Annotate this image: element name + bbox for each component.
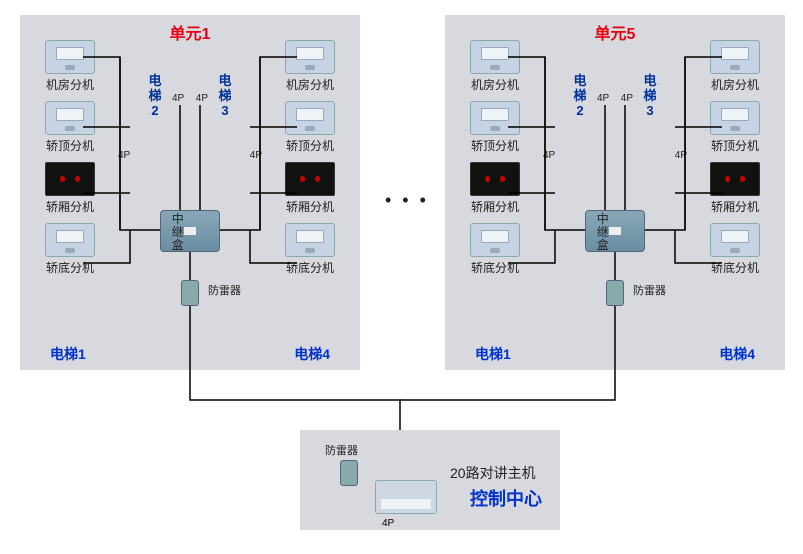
car-ext-device (45, 162, 95, 196)
4p-label: 4P (621, 93, 633, 104)
4p-label: 4P (118, 150, 130, 161)
intercom-device (470, 40, 520, 74)
arrester-device (606, 280, 624, 306)
car-ext-label: 轿厢分机 (695, 198, 775, 215)
4p-label: 4P (543, 150, 555, 161)
unit-1-panel: 单元1 机房分机 轿顶分机 轿厢分机 轿底分机 机房分机 轿顶分机 轿厢分机 轿… (20, 15, 360, 370)
intercom-device (45, 223, 95, 257)
4p-label: 4P (382, 518, 394, 529)
4p-label: 4P (675, 150, 687, 161)
bot-ext-label: 轿底分机 (270, 259, 350, 276)
arrester-label: 防雷器 (325, 442, 358, 458)
intercom-device (45, 101, 95, 135)
room-ext-label: 机房分机 (455, 76, 535, 93)
top-ext-label: 轿顶分机 (270, 137, 350, 154)
intercom-device (710, 223, 760, 257)
intercom-device (470, 223, 520, 257)
unit1-elevator1-column: 机房分机 轿顶分机 轿厢分机 轿底分机 (30, 40, 110, 284)
host-line2: 控制中心 (470, 485, 542, 511)
relay-box-label: 中 继 盒 (597, 213, 611, 252)
intercom-device (285, 101, 335, 135)
relay-box-device (160, 210, 220, 252)
bot-ext-label: 轿底分机 (695, 259, 775, 276)
elevator-4-tag: 电梯4 (719, 344, 755, 364)
arrester-label: 防雷器 (633, 282, 666, 298)
4p-label: 4P (597, 93, 609, 104)
intercom-device (285, 223, 335, 257)
intercom-device (710, 40, 760, 74)
intercom-device (285, 40, 335, 74)
room-ext-label: 机房分机 (695, 76, 775, 93)
unit1-elevator4-column: 机房分机 轿顶分机 轿厢分机 轿底分机 (270, 40, 350, 284)
elevator-4-tag: 电梯4 (294, 344, 330, 364)
arrester-device (340, 460, 358, 486)
4p-label: 4P (172, 93, 184, 104)
elevator-1-tag: 电梯1 (50, 344, 86, 364)
room-ext-label: 机房分机 (30, 76, 110, 93)
car-ext-label: 轿厢分机 (270, 198, 350, 215)
room-ext-label: 机房分机 (270, 76, 350, 93)
car-ext-label: 轿厢分机 (455, 198, 535, 215)
unit-5-title: 单元5 (595, 20, 636, 44)
car-ext-device (285, 162, 335, 196)
unit5-elevator4-column: 机房分机 轿顶分机 轿厢分机 轿底分机 (695, 40, 775, 284)
ellipsis: • • • (385, 190, 429, 211)
bot-ext-label: 轿底分机 (30, 259, 110, 276)
elevator-2-label: 电 梯 2 (145, 73, 165, 118)
4p-label: 4P (250, 150, 262, 161)
top-ext-label: 轿顶分机 (30, 137, 110, 154)
relay-box-device (585, 210, 645, 252)
car-ext-label: 轿厢分机 (30, 198, 110, 215)
elevator-2-label: 电 梯 2 (570, 73, 590, 118)
4p-label: 4P (196, 93, 208, 104)
intercom-device (45, 40, 95, 74)
elevator-1-tag: 电梯1 (475, 344, 511, 364)
unit5-elevator1-column: 机房分机 轿顶分机 轿厢分机 轿底分机 (455, 40, 535, 284)
car-ext-device (710, 162, 760, 196)
bot-ext-label: 轿底分机 (455, 259, 535, 276)
relay-box-label: 中 继 盒 (172, 213, 186, 252)
top-ext-label: 轿顶分机 (455, 137, 535, 154)
elevator-3-label: 电 梯 3 (640, 73, 660, 118)
arrester-label: 防雷器 (208, 282, 241, 298)
elevator-3-label: 电 梯 3 (215, 73, 235, 118)
unit-5-panel: 单元5 机房分机 轿顶分机 轿厢分机 轿底分机 机房分机 轿顶分机 轿厢分机 轿… (445, 15, 785, 370)
car-ext-device (470, 162, 520, 196)
host-device (375, 480, 437, 514)
top-ext-label: 轿顶分机 (695, 137, 775, 154)
intercom-device (710, 101, 760, 135)
host-line1: 20路对讲主机 (450, 463, 536, 483)
unit-1-title: 单元1 (170, 20, 211, 44)
arrester-device (181, 280, 199, 306)
intercom-device (470, 101, 520, 135)
control-center-panel: 防雷器 20路对讲主机 控制中心 4P (300, 430, 560, 530)
